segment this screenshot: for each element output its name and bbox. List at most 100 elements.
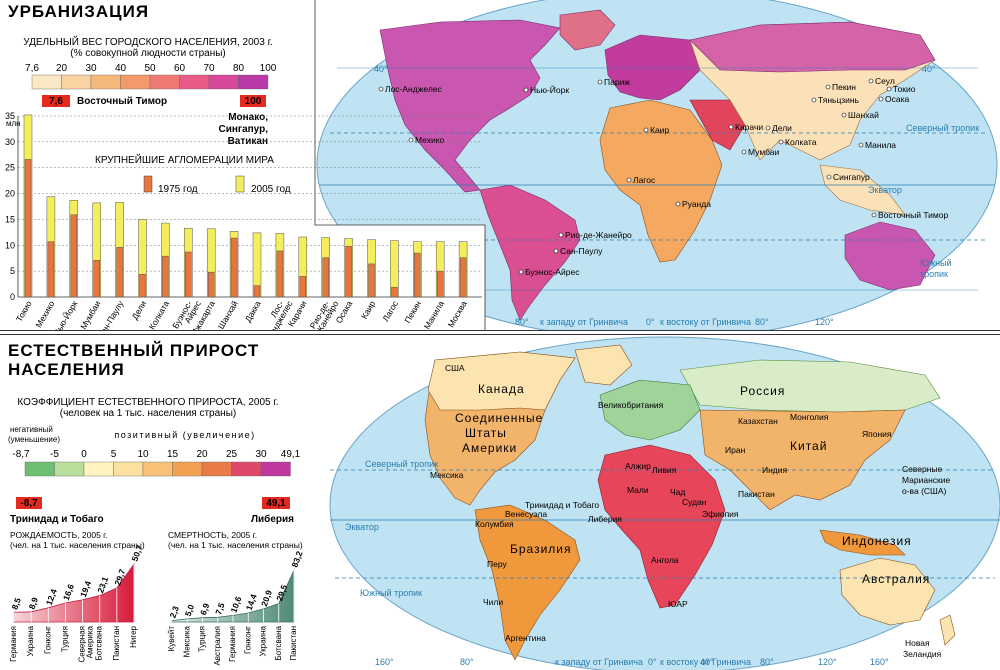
urban-scale-tick: 20	[56, 63, 68, 74]
natural-scale-tick: -8,7	[12, 449, 30, 460]
urban-west-label: к западу от Гринвича	[540, 317, 628, 327]
natural-max-value: 49,1	[266, 498, 286, 509]
country-label: Индонезия	[842, 534, 912, 548]
urban-lon120-label: 120°	[815, 317, 834, 327]
urban-subtitle-2: (% совокупной людности страны)	[70, 48, 226, 59]
urban-south-tropic-label-1: Южный	[920, 258, 952, 268]
country-label: о-ва (США)	[902, 486, 946, 496]
natural-indonesia	[819, 529, 906, 556]
urban-russia	[689, 21, 936, 73]
urban-scale-tick: 40	[115, 63, 127, 74]
country-label: Ангола	[651, 555, 679, 565]
natural-scale-tick: 5	[111, 449, 117, 460]
birth-title-1: РОЖДАЕМОСТЬ, 2005 г.	[10, 530, 108, 540]
urban-scale-tick: 70	[203, 63, 215, 74]
rate-category-label: Австралия	[213, 626, 222, 666]
city-marker	[868, 78, 874, 84]
natural-europe	[599, 379, 701, 441]
natural-scale-swatch	[113, 461, 144, 477]
country-label: Либерия	[588, 514, 622, 524]
bar-1975	[70, 214, 78, 298]
rate-category-label: Гонконг	[243, 626, 252, 654]
agglo-y-tick: 30	[5, 137, 15, 147]
legend-2005-label: 2005 год	[251, 184, 291, 195]
country-label: Северные	[902, 464, 943, 474]
urban-lon80e-label: 80°	[755, 317, 769, 327]
urban-scale-swatch	[61, 74, 92, 90]
agglo-y-tick: 5	[10, 266, 15, 276]
bar-1975	[436, 270, 444, 298]
country-label: Чад	[670, 487, 685, 497]
country-label: Америки	[462, 441, 517, 455]
city-label: Рио-де-Жанейро	[565, 230, 632, 240]
city-marker	[626, 177, 632, 183]
country-label: Канада	[478, 382, 525, 396]
natural-scale-swatch	[260, 461, 291, 477]
natural-scale-tick: 30	[255, 449, 267, 460]
country-label: Чили	[483, 597, 503, 607]
urban-unit-label: млн	[6, 119, 21, 128]
rate-category-label: Мексика	[182, 625, 191, 657]
country-label: Алжир	[625, 461, 651, 471]
urban-scale-swatch	[238, 74, 269, 90]
natural-positive-label: позитивный (увеличение)	[114, 430, 255, 440]
natural-lon80w-label: 80°	[460, 657, 474, 667]
natural-min-swatch	[16, 497, 42, 509]
urban-australia	[844, 221, 936, 291]
rate-category-label: Нигер	[129, 625, 138, 647]
city-marker	[765, 125, 771, 131]
country-label: Зеландия	[903, 649, 942, 659]
natural-south-america	[474, 504, 581, 661]
urban-africa	[599, 99, 723, 263]
rate-value-label: 8,5	[9, 596, 23, 611]
city-marker	[826, 174, 832, 180]
city-marker	[553, 248, 559, 254]
bar-1975	[230, 237, 238, 298]
natural-lon120-label: 120°	[818, 657, 837, 667]
natural-scale-tick: -5	[50, 449, 59, 460]
city-label: Токио	[893, 84, 916, 94]
urban-min-swatch	[42, 95, 70, 107]
natural-scale-tick: 0	[81, 449, 87, 460]
urban-lat40n-label: 40°	[374, 64, 388, 74]
urban-max-value: 100	[245, 96, 262, 107]
death-rate-chart: 2,3 Кувейт 5,0 Мексика 6,9 Турция 7,5 Австралия…	[167, 549, 305, 665]
urban-north-tropic-label: Северный тропик	[906, 123, 979, 133]
urbanization-panel: Северный тропик Экватор Южный тропик 40°…	[0, 0, 1000, 330]
birth-title-2: (чел. на 1 тыс. населения страны)	[10, 540, 145, 550]
bar-1975	[93, 260, 100, 298]
country-label: Эфиопия	[702, 509, 739, 519]
natural-scale-tick: 15	[167, 449, 179, 460]
natural-title-2: НАСЕЛЕНИЯ	[8, 360, 125, 379]
rate-category-label: Украина	[26, 625, 35, 656]
urban-max-swatch	[240, 95, 266, 107]
rate-value-label: 6,9	[198, 602, 212, 617]
legend-1975-swatch	[143, 175, 153, 193]
city-label: Сингапур	[833, 172, 870, 182]
bar-1975	[185, 251, 192, 298]
country-label: Пакистан	[738, 489, 775, 499]
city-label: Лос-Анджелес	[385, 84, 443, 94]
natural-legend-box	[0, 335, 325, 670]
natural-scale-swatch	[83, 461, 114, 477]
country-label: Австралия	[862, 572, 930, 586]
agglo-y-tick: 10	[5, 240, 15, 250]
city-marker	[886, 86, 892, 92]
city-label: Мехико	[415, 135, 445, 145]
country-label: Перу	[487, 559, 507, 569]
city-marker	[518, 269, 524, 275]
natural-equator-label: Экватор	[345, 522, 379, 532]
city-marker	[841, 112, 847, 118]
natural-new-zealand	[939, 614, 956, 646]
city-label: Манила	[865, 140, 896, 150]
legend-1975-label: 1975 год	[158, 184, 198, 195]
rate-value-label: 7,5	[213, 601, 227, 616]
country-label: Китай	[790, 439, 827, 453]
city-marker	[378, 86, 384, 92]
natural-growth-panel: Северный тропик Экватор Южный тропик 160…	[0, 335, 1000, 670]
natural-scale-swatch	[172, 461, 203, 477]
country-label: Штаты	[465, 426, 507, 440]
city-label: Каир	[650, 125, 669, 135]
urban-east-label: к востоку от Гринвича	[660, 317, 751, 327]
urban-southeast-asia	[819, 164, 906, 216]
